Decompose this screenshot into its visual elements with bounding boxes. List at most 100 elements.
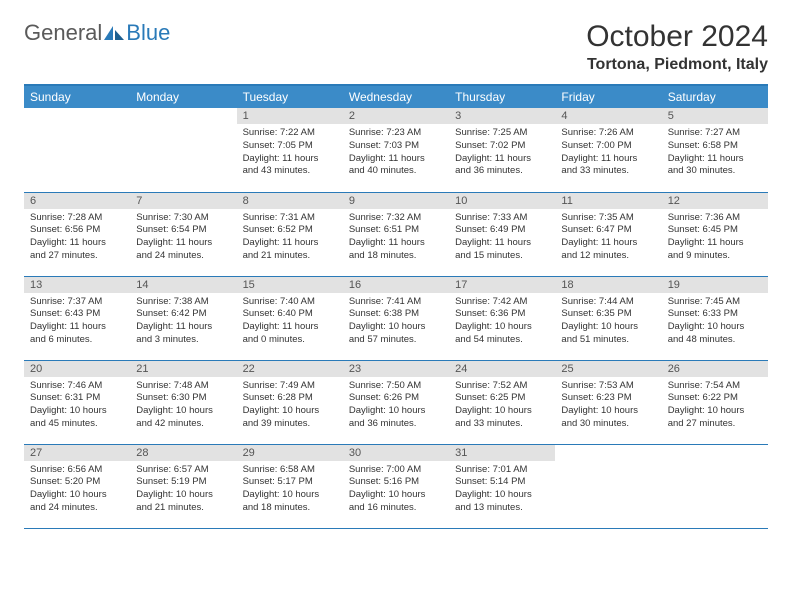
day-number: 7 xyxy=(130,193,236,209)
day-details: Sunrise: 7:50 AMSunset: 6:26 PMDaylight:… xyxy=(343,377,449,435)
day-number: 28 xyxy=(130,445,236,461)
calendar-cell xyxy=(24,108,130,192)
day-number: 27 xyxy=(24,445,130,461)
calendar-cell: 16Sunrise: 7:41 AMSunset: 6:38 PMDayligh… xyxy=(343,276,449,360)
day-details: Sunrise: 7:45 AMSunset: 6:33 PMDaylight:… xyxy=(662,293,768,351)
day-details: Sunrise: 7:54 AMSunset: 6:22 PMDaylight:… xyxy=(662,377,768,435)
calendar-cell xyxy=(662,444,768,528)
day-details: Sunrise: 7:30 AMSunset: 6:54 PMDaylight:… xyxy=(130,209,236,267)
day-details: Sunrise: 7:41 AMSunset: 6:38 PMDaylight:… xyxy=(343,293,449,351)
day-number: 29 xyxy=(237,445,343,461)
day-details: Sunrise: 7:26 AMSunset: 7:00 PMDaylight:… xyxy=(555,124,661,182)
day-number: 1 xyxy=(237,108,343,124)
calendar-cell: 13Sunrise: 7:37 AMSunset: 6:43 PMDayligh… xyxy=(24,276,130,360)
weekday-header: Wednesday xyxy=(343,85,449,108)
day-details: Sunrise: 6:58 AMSunset: 5:17 PMDaylight:… xyxy=(237,461,343,519)
weekday-header: Thursday xyxy=(449,85,555,108)
day-details: Sunrise: 7:28 AMSunset: 6:56 PMDaylight:… xyxy=(24,209,130,267)
weekday-header: Saturday xyxy=(662,85,768,108)
calendar-cell: 30Sunrise: 7:00 AMSunset: 5:16 PMDayligh… xyxy=(343,444,449,528)
day-number: 16 xyxy=(343,277,449,293)
logo-text-general: General xyxy=(24,20,102,46)
calendar-cell: 27Sunrise: 6:56 AMSunset: 5:20 PMDayligh… xyxy=(24,444,130,528)
day-details: Sunrise: 7:46 AMSunset: 6:31 PMDaylight:… xyxy=(24,377,130,435)
day-number: 21 xyxy=(130,361,236,377)
day-number: 2 xyxy=(343,108,449,124)
day-details: Sunrise: 7:40 AMSunset: 6:40 PMDaylight:… xyxy=(237,293,343,351)
day-details: Sunrise: 7:33 AMSunset: 6:49 PMDaylight:… xyxy=(449,209,555,267)
calendar-cell: 1Sunrise: 7:22 AMSunset: 7:05 PMDaylight… xyxy=(237,108,343,192)
day-details: Sunrise: 7:37 AMSunset: 6:43 PMDaylight:… xyxy=(24,293,130,351)
month-title: October 2024 xyxy=(586,20,768,54)
calendar-cell: 23Sunrise: 7:50 AMSunset: 6:26 PMDayligh… xyxy=(343,360,449,444)
day-number: 12 xyxy=(662,193,768,209)
logo-text-blue: Blue xyxy=(126,20,170,46)
day-number: 6 xyxy=(24,193,130,209)
calendar-cell: 3Sunrise: 7:25 AMSunset: 7:02 PMDaylight… xyxy=(449,108,555,192)
day-details: Sunrise: 7:32 AMSunset: 6:51 PMDaylight:… xyxy=(343,209,449,267)
calendar-cell: 28Sunrise: 6:57 AMSunset: 5:19 PMDayligh… xyxy=(130,444,236,528)
day-details: Sunrise: 7:52 AMSunset: 6:25 PMDaylight:… xyxy=(449,377,555,435)
weekday-header: Sunday xyxy=(24,85,130,108)
day-number: 5 xyxy=(662,108,768,124)
calendar-cell: 15Sunrise: 7:40 AMSunset: 6:40 PMDayligh… xyxy=(237,276,343,360)
day-details: Sunrise: 7:44 AMSunset: 6:35 PMDaylight:… xyxy=(555,293,661,351)
day-number: 23 xyxy=(343,361,449,377)
day-number: 10 xyxy=(449,193,555,209)
day-number: 13 xyxy=(24,277,130,293)
day-details: Sunrise: 7:01 AMSunset: 5:14 PMDaylight:… xyxy=(449,461,555,519)
calendar-cell: 17Sunrise: 7:42 AMSunset: 6:36 PMDayligh… xyxy=(449,276,555,360)
calendar-cell: 9Sunrise: 7:32 AMSunset: 6:51 PMDaylight… xyxy=(343,192,449,276)
calendar-cell: 12Sunrise: 7:36 AMSunset: 6:45 PMDayligh… xyxy=(662,192,768,276)
day-number: 9 xyxy=(343,193,449,209)
logo: General Blue xyxy=(24,20,170,46)
day-details: Sunrise: 7:38 AMSunset: 6:42 PMDaylight:… xyxy=(130,293,236,351)
location: Tortona, Piedmont, Italy xyxy=(586,56,768,74)
day-number: 30 xyxy=(343,445,449,461)
day-number: 15 xyxy=(237,277,343,293)
day-details: Sunrise: 7:42 AMSunset: 6:36 PMDaylight:… xyxy=(449,293,555,351)
weekday-header: Tuesday xyxy=(237,85,343,108)
weekday-header: Friday xyxy=(555,85,661,108)
day-details: Sunrise: 7:22 AMSunset: 7:05 PMDaylight:… xyxy=(237,124,343,182)
calendar-cell: 26Sunrise: 7:54 AMSunset: 6:22 PMDayligh… xyxy=(662,360,768,444)
day-number: 14 xyxy=(130,277,236,293)
day-details: Sunrise: 6:57 AMSunset: 5:19 PMDaylight:… xyxy=(130,461,236,519)
calendar-cell: 14Sunrise: 7:38 AMSunset: 6:42 PMDayligh… xyxy=(130,276,236,360)
day-details: Sunrise: 7:48 AMSunset: 6:30 PMDaylight:… xyxy=(130,377,236,435)
calendar-cell: 10Sunrise: 7:33 AMSunset: 6:49 PMDayligh… xyxy=(449,192,555,276)
day-number: 11 xyxy=(555,193,661,209)
day-number: 31 xyxy=(449,445,555,461)
day-details: Sunrise: 7:49 AMSunset: 6:28 PMDaylight:… xyxy=(237,377,343,435)
day-details: Sunrise: 7:25 AMSunset: 7:02 PMDaylight:… xyxy=(449,124,555,182)
calendar-cell: 21Sunrise: 7:48 AMSunset: 6:30 PMDayligh… xyxy=(130,360,236,444)
day-number: 19 xyxy=(662,277,768,293)
calendar-cell: 7Sunrise: 7:30 AMSunset: 6:54 PMDaylight… xyxy=(130,192,236,276)
calendar-cell: 2Sunrise: 7:23 AMSunset: 7:03 PMDaylight… xyxy=(343,108,449,192)
day-number: 20 xyxy=(24,361,130,377)
weekday-header: Monday xyxy=(130,85,236,108)
day-number: 18 xyxy=(555,277,661,293)
calendar-cell: 22Sunrise: 7:49 AMSunset: 6:28 PMDayligh… xyxy=(237,360,343,444)
day-details: Sunrise: 7:36 AMSunset: 6:45 PMDaylight:… xyxy=(662,209,768,267)
day-details: Sunrise: 7:00 AMSunset: 5:16 PMDaylight:… xyxy=(343,461,449,519)
calendar-cell xyxy=(555,444,661,528)
calendar-cell: 11Sunrise: 7:35 AMSunset: 6:47 PMDayligh… xyxy=(555,192,661,276)
calendar-cell: 31Sunrise: 7:01 AMSunset: 5:14 PMDayligh… xyxy=(449,444,555,528)
day-details: Sunrise: 7:35 AMSunset: 6:47 PMDaylight:… xyxy=(555,209,661,267)
day-number: 25 xyxy=(555,361,661,377)
day-details: Sunrise: 7:27 AMSunset: 6:58 PMDaylight:… xyxy=(662,124,768,182)
calendar-table: SundayMondayTuesdayWednesdayThursdayFrid… xyxy=(24,84,768,529)
day-details: Sunrise: 6:56 AMSunset: 5:20 PMDaylight:… xyxy=(24,461,130,519)
calendar-cell: 8Sunrise: 7:31 AMSunset: 6:52 PMDaylight… xyxy=(237,192,343,276)
day-number: 24 xyxy=(449,361,555,377)
calendar-cell: 18Sunrise: 7:44 AMSunset: 6:35 PMDayligh… xyxy=(555,276,661,360)
calendar-cell: 4Sunrise: 7:26 AMSunset: 7:00 PMDaylight… xyxy=(555,108,661,192)
calendar-cell: 19Sunrise: 7:45 AMSunset: 6:33 PMDayligh… xyxy=(662,276,768,360)
calendar-cell: 5Sunrise: 7:27 AMSunset: 6:58 PMDaylight… xyxy=(662,108,768,192)
day-number: 17 xyxy=(449,277,555,293)
calendar-cell xyxy=(130,108,236,192)
calendar-cell: 6Sunrise: 7:28 AMSunset: 6:56 PMDaylight… xyxy=(24,192,130,276)
day-details: Sunrise: 7:53 AMSunset: 6:23 PMDaylight:… xyxy=(555,377,661,435)
calendar-cell: 25Sunrise: 7:53 AMSunset: 6:23 PMDayligh… xyxy=(555,360,661,444)
